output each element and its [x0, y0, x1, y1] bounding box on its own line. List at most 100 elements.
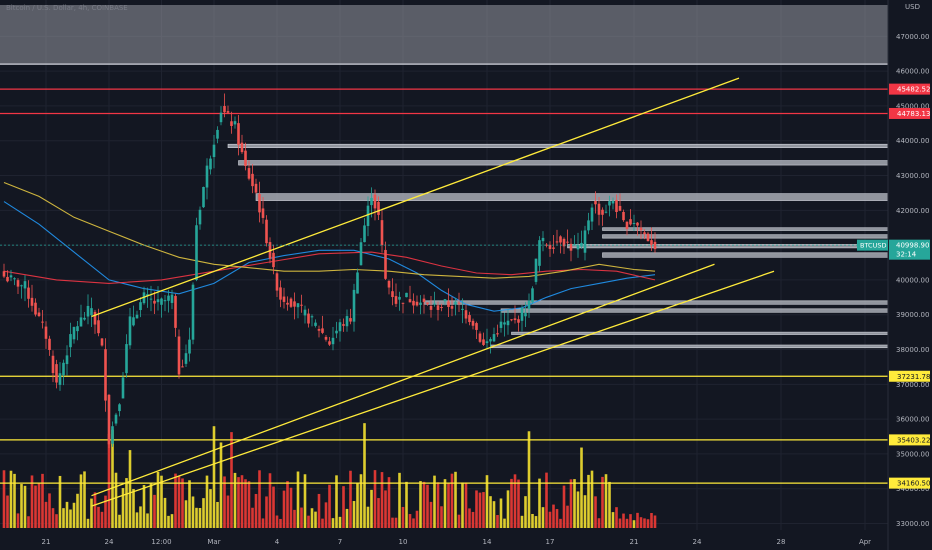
chart-title: Bitcoin / U.S. Dollar, 4h, COINBASE	[6, 4, 128, 12]
volume-bar	[482, 492, 485, 528]
candle	[608, 195, 611, 217]
candle	[650, 227, 653, 252]
volume-bar	[608, 481, 611, 528]
candle	[342, 318, 345, 332]
volume-bar	[265, 496, 268, 528]
candle	[198, 206, 202, 230]
candle	[44, 321, 48, 349]
candle-body	[317, 329, 321, 331]
volume-bar	[447, 482, 450, 528]
candle	[363, 218, 366, 243]
candle-body	[342, 324, 345, 326]
volume-bar	[212, 426, 216, 528]
candle-body	[475, 323, 478, 330]
candle	[156, 286, 160, 311]
trend-lines[interactable]	[91, 77, 775, 507]
candle	[597, 197, 601, 226]
volume-bar	[408, 514, 412, 528]
candle	[398, 291, 401, 311]
candle	[184, 344, 188, 367]
candle	[118, 403, 121, 417]
candle	[590, 203, 594, 231]
current-price-label: 40998.90	[896, 242, 929, 250]
candle	[265, 215, 268, 247]
candle-body	[93, 311, 97, 325]
price-label-text: 37231.78	[897, 373, 930, 381]
candle	[443, 299, 447, 306]
volume-bar	[580, 447, 583, 528]
candle	[72, 326, 76, 344]
candle-body	[380, 220, 384, 246]
price-label-text: 44783.13	[897, 110, 930, 118]
candle-body	[104, 349, 107, 401]
volume-bar	[450, 473, 454, 528]
candle	[48, 335, 51, 356]
candle-body	[408, 299, 412, 303]
candle	[359, 238, 363, 266]
trend-line[interactable]	[91, 270, 775, 507]
volume-bar	[174, 473, 177, 528]
supply-demand-zone	[255, 193, 889, 201]
candle	[499, 310, 503, 333]
candles	[2, 93, 657, 449]
volume-bar	[545, 472, 548, 528]
symbol-box	[857, 239, 888, 251]
candle	[282, 287, 286, 309]
candle-body	[608, 201, 611, 206]
candle-body	[209, 158, 212, 170]
volume-bar	[97, 506, 100, 528]
volume-bar	[282, 490, 286, 528]
volume-bar	[76, 493, 79, 528]
candle-body	[167, 295, 170, 301]
volume-bar	[23, 485, 27, 528]
volume-bar	[307, 515, 310, 528]
candle	[58, 362, 62, 391]
candle-body	[240, 142, 244, 153]
candle-body	[597, 203, 601, 215]
volume-bar	[268, 473, 272, 528]
volume-bar	[646, 519, 650, 528]
price-axis[interactable]: 47000.00 46000.00 45000.00 44000.00 43000.00…	[896, 33, 929, 528]
candle	[401, 302, 405, 314]
volume-bar	[454, 471, 457, 528]
zones	[0, 5, 889, 349]
volume-bar	[90, 498, 93, 528]
time-tick-label: 10	[399, 538, 408, 546]
supply-demand-zone	[490, 344, 889, 349]
candle-body	[198, 209, 202, 225]
candle	[286, 296, 289, 311]
volume-bar	[401, 506, 405, 528]
volume-bar	[20, 484, 23, 528]
volume-bar	[160, 475, 163, 528]
candle	[583, 225, 587, 261]
volume-bars	[2, 423, 657, 528]
candle	[534, 258, 538, 285]
candle-body	[401, 302, 405, 304]
volume-bar	[433, 475, 436, 528]
time-tick-label: 14	[483, 538, 492, 546]
volume-bar	[195, 507, 198, 528]
candle	[30, 284, 34, 312]
volume-bar	[170, 514, 174, 528]
candle-body	[492, 334, 496, 342]
candle	[482, 332, 485, 346]
candle	[209, 155, 212, 175]
candle-body	[195, 225, 198, 280]
volume-bar	[419, 481, 422, 528]
time-axis[interactable]: 21 24 12:00 Mar 4 7 10 14 17 21 24 28 Apr	[42, 538, 872, 546]
volume-bar	[300, 507, 303, 528]
volume-bar	[359, 474, 363, 528]
volume-bar	[471, 511, 475, 528]
candle	[419, 295, 422, 315]
candle	[230, 111, 233, 134]
candle-body	[520, 307, 524, 321]
candle-body	[303, 309, 307, 316]
volume-bar	[338, 516, 342, 528]
candle-body	[251, 173, 254, 187]
volume-bar	[310, 508, 314, 528]
trend-line[interactable]	[91, 77, 740, 318]
volume-bar	[289, 487, 293, 528]
volume-bar	[506, 490, 510, 528]
trend-line[interactable]	[91, 263, 715, 497]
